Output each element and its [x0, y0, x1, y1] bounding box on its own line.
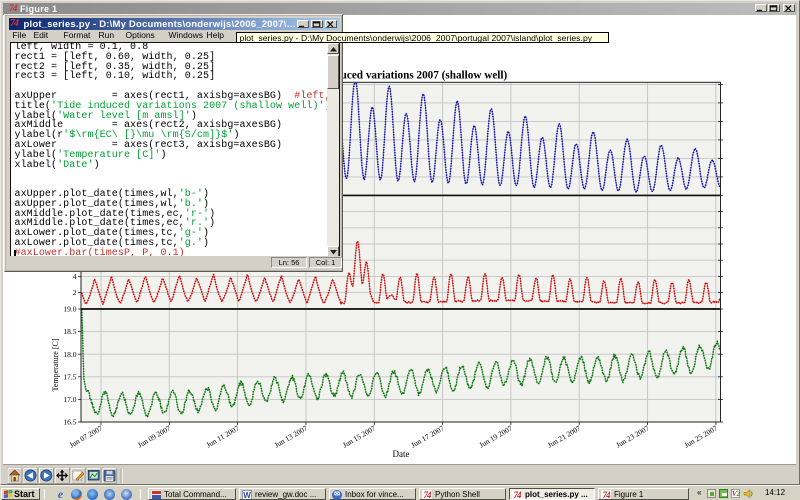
svg-text:Jun 15 2007: Jun 15 2007 — [341, 423, 377, 449]
svg-text:Date: Date — [393, 449, 410, 459]
svg-text:Jun 09 2007: Jun 09 2007 — [136, 423, 172, 449]
svg-text:4: 4 — [73, 272, 77, 281]
svg-text:Jun 25 2007: Jun 25 2007 — [683, 423, 719, 449]
svg-text:17.0: 17.0 — [63, 395, 76, 404]
svg-text:Jun 07 2007: Jun 07 2007 — [68, 423, 104, 449]
svg-text:Jun 21 2007: Jun 21 2007 — [546, 423, 582, 449]
svg-text:17.5: 17.5 — [63, 372, 76, 381]
svg-text:Jun 19 2007: Jun 19 2007 — [478, 423, 514, 449]
svg-text:Jun 23 2007: Jun 23 2007 — [614, 423, 650, 449]
svg-text:Temperature [C]: Temperature [C] — [51, 338, 60, 391]
svg-text:Tide induced variations 2007 (: Tide induced variations 2007 (shallow we… — [301, 70, 508, 82]
svg-text:19.0: 19.0 — [63, 305, 76, 314]
svg-text:Jun 13 2007: Jun 13 2007 — [273, 423, 309, 449]
svg-text:18.0: 18.0 — [63, 350, 76, 359]
svg-text:2: 2 — [73, 288, 77, 297]
svg-text:Jun 17 2007: Jun 17 2007 — [409, 423, 445, 449]
svg-text:18.5: 18.5 — [63, 327, 76, 336]
svg-text:Jun 11 2007: Jun 11 2007 — [205, 423, 241, 449]
svg-text:16.5: 16.5 — [63, 418, 76, 427]
